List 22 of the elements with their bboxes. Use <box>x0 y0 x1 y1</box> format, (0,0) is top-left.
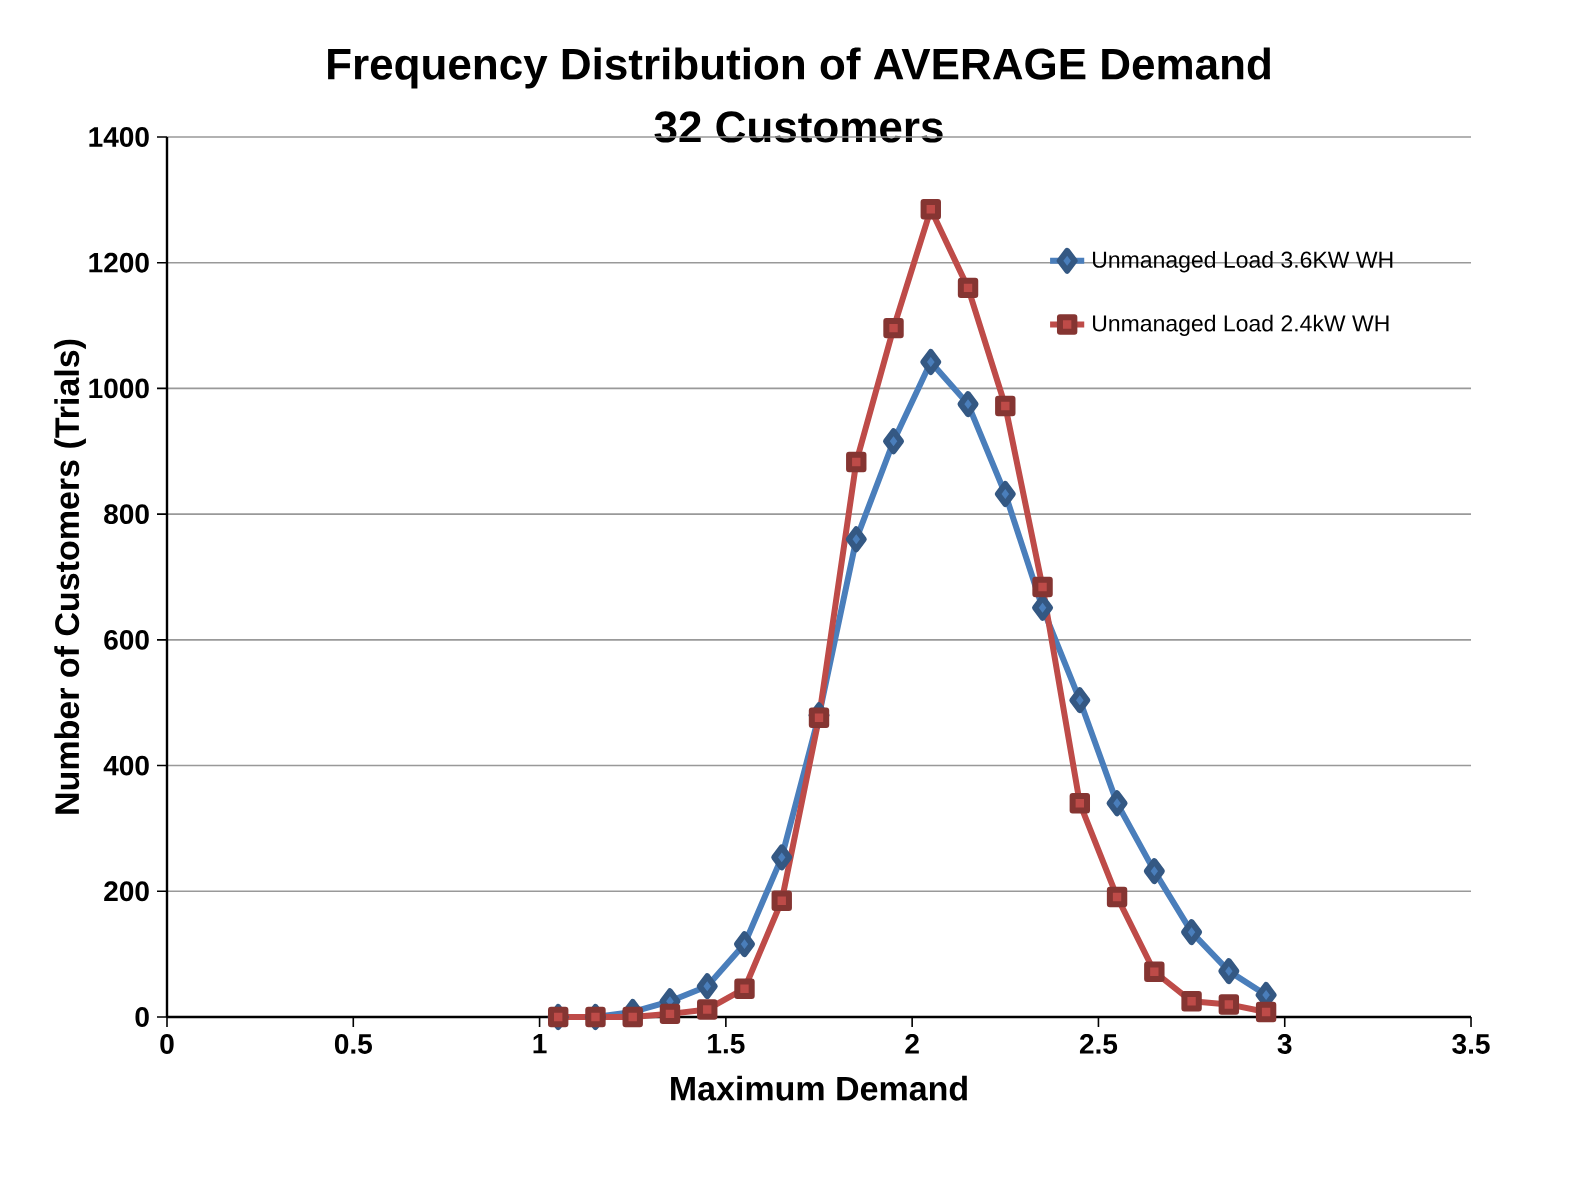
y-axis-title: Number of Customers (Trials) <box>54 339 86 814</box>
x-tick-label: 2.5 <box>1079 1034 1118 1054</box>
y-tick-label: 0 <box>135 1007 149 1027</box>
y-tick-label: 1200 <box>89 252 149 273</box>
x-tick-label: 3.5 <box>1452 1034 1490 1054</box>
y-tick-label: 400 <box>103 755 149 776</box>
y-tick-label: 800 <box>104 504 149 525</box>
x-tick-label: 3 <box>1277 1034 1292 1054</box>
chart-subtitle: 32 Customers <box>654 111 943 143</box>
x-tick-label: 0 <box>160 1034 174 1054</box>
x-axis-title: Maximum Demand <box>671 1075 967 1101</box>
x-tick-label: 2 <box>905 1034 919 1054</box>
y-tick-label: 1400 <box>89 127 149 147</box>
y-tick-label: 1000 <box>89 378 149 399</box>
legend-label: Unmanaged Load 3.6KW WH <box>1093 251 1393 273</box>
y-tick-label: 200 <box>104 881 149 902</box>
chart-title: Frequency Distribution of AVERAGE Demand <box>328 47 1270 89</box>
x-tick-label: 0.5 <box>334 1034 372 1054</box>
legend-label: Unmanaged Load 2.4kW WH <box>1093 314 1389 337</box>
y-tick-label: 600 <box>104 629 149 650</box>
x-tick-label: 1.5 <box>708 1034 745 1054</box>
x-tick-label: 1 <box>533 1034 547 1054</box>
